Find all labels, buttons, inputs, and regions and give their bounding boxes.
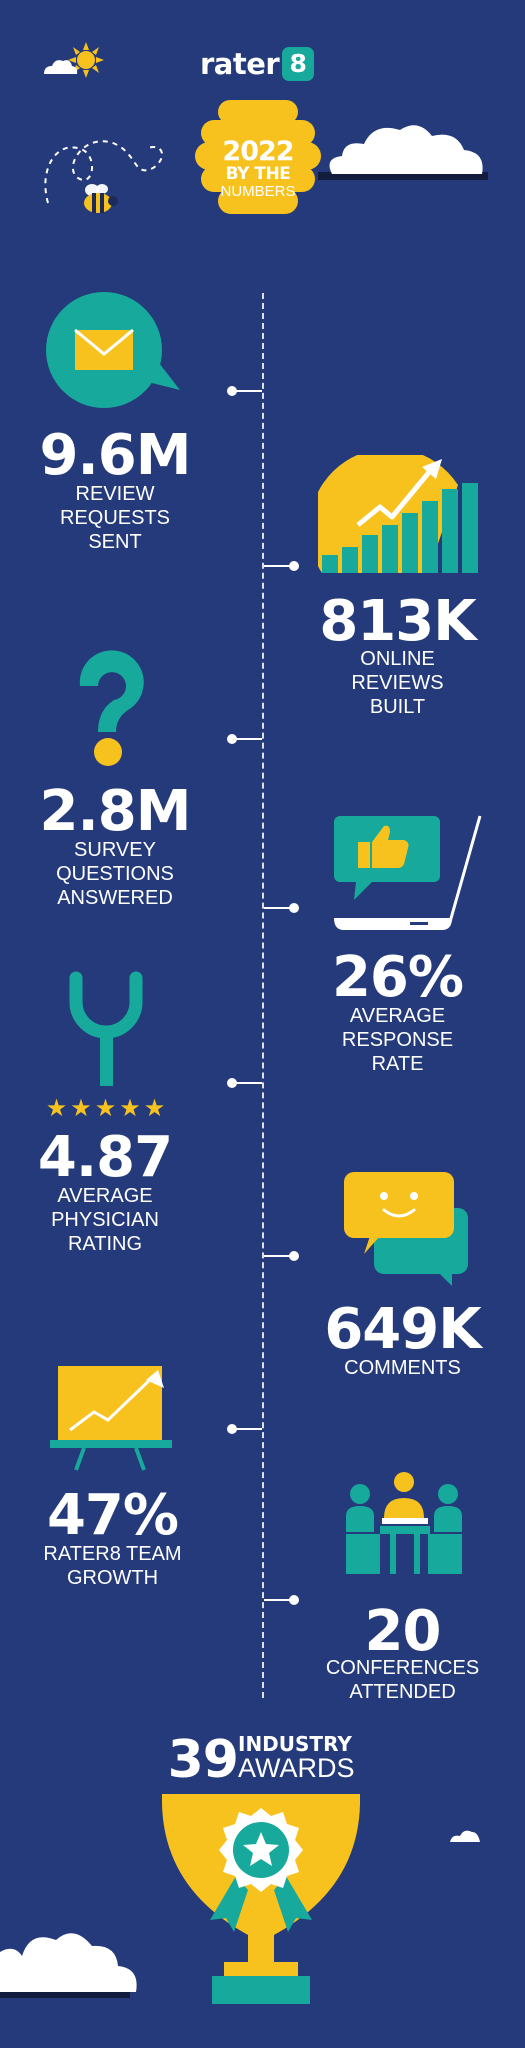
stat-value-response-rate: 26% xyxy=(331,945,464,1010)
timeline-connector xyxy=(264,1599,294,1601)
timeline-connector xyxy=(232,390,262,392)
stat-value-conferences: 20 xyxy=(364,1599,442,1664)
stat-label-conferences: CONFERENCES ATTENDED xyxy=(325,1657,480,1703)
chat-bubbles-icon xyxy=(344,1172,468,1286)
timeline-dot xyxy=(289,1251,299,1261)
timeline-dot xyxy=(289,903,299,913)
sun-cloud-icon xyxy=(44,42,104,78)
timeline-connector xyxy=(264,907,294,909)
awards-line1: INDUSTRY xyxy=(238,1732,352,1756)
badge-year: 2022 xyxy=(222,136,294,167)
stat-value-survey-questions: 2.8M xyxy=(39,779,192,844)
timeline-connector xyxy=(232,1428,262,1430)
bee-flight-path xyxy=(44,140,163,204)
stat-label-response-rate: AVERAGE RESPONSE RATE xyxy=(341,1005,454,1075)
awards-line2: AWARDS xyxy=(238,1753,355,1783)
laptop-thumbs-up-icon xyxy=(334,815,482,930)
stat-value-online-reviews: 813K xyxy=(319,589,476,654)
timeline-connector xyxy=(264,1255,294,1257)
small-cloud-icon xyxy=(450,1830,480,1842)
stat-label-survey-questions: SURVEY QUESTIONS ANSWERED xyxy=(56,839,174,909)
timeline-line xyxy=(262,293,264,1698)
stat-value-team-growth: 47% xyxy=(46,1483,179,1548)
stethoscope-icon xyxy=(69,971,143,1086)
trophy-icon xyxy=(162,1794,360,2004)
stat-label-physician-rating: AVERAGE PHYSICIAN RATING xyxy=(51,1185,159,1255)
stat-value-physician-rating: 4.87 xyxy=(37,1125,173,1190)
timeline-connector xyxy=(232,738,262,740)
honeycomb-badge xyxy=(195,100,321,214)
star-rating: ★★★★★ xyxy=(45,1094,169,1122)
logo-text: rater xyxy=(200,47,280,81)
stat-label-team-growth: RATER8 TEAM GROWTH xyxy=(43,1543,182,1589)
stat-label-review-requests: REVIEW REQUESTS SENT xyxy=(59,483,171,553)
badge-numbers: NUMBERS xyxy=(220,183,296,200)
badge-by-the: BY THE xyxy=(225,164,291,184)
stat-label-comments: COMMENTS xyxy=(344,1357,461,1379)
timeline-dot xyxy=(289,561,299,571)
timeline-connector xyxy=(232,1082,262,1084)
stat-value-review-requests: 9.6M xyxy=(39,423,192,488)
growth-chart-icon xyxy=(318,455,478,573)
presentation-board-icon xyxy=(50,1366,172,1471)
timeline-dot xyxy=(227,734,237,744)
awards-value: 39 xyxy=(167,1730,239,1790)
rater8-logo: rater 8 xyxy=(200,44,315,84)
question-mark-icon xyxy=(79,650,144,766)
conference-table-icon xyxy=(346,1472,462,1574)
cloud-icon xyxy=(318,125,488,180)
timeline-dot xyxy=(289,1595,299,1605)
timeline-dot xyxy=(227,1078,237,1088)
bee-icon xyxy=(84,184,118,213)
timeline-connector xyxy=(264,565,294,567)
timeline-dot xyxy=(227,386,237,396)
envelope-icon xyxy=(46,292,180,408)
timeline-dot xyxy=(227,1424,237,1434)
stat-value-comments: 649K xyxy=(324,1297,481,1362)
bottom-cloud-icon xyxy=(0,1933,137,1998)
logo-badge: 8 xyxy=(282,47,315,81)
stat-label-online-reviews: ONLINE REVIEWS BUILT xyxy=(351,648,444,718)
